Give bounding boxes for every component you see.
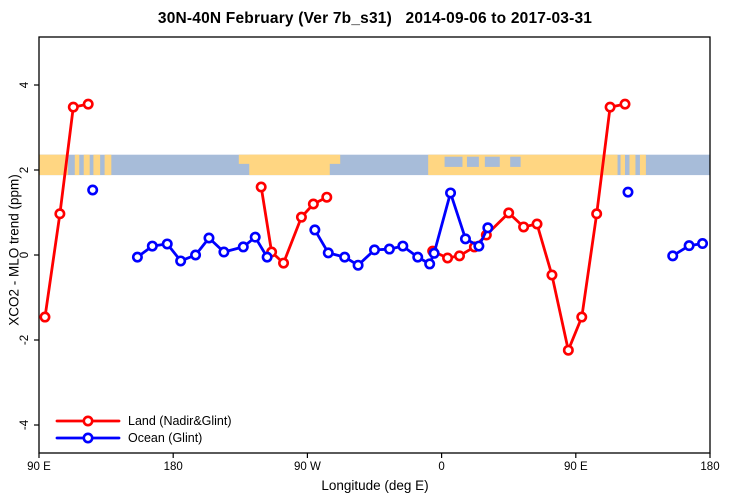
land-data-point-marker xyxy=(321,191,333,203)
x-tick-label: 90 E xyxy=(27,461,51,473)
legend-marker-sample xyxy=(82,415,94,427)
land-series-line xyxy=(43,102,90,319)
land-data-point-marker xyxy=(39,311,51,323)
x-axis-title: Longitude (deg E) xyxy=(321,478,429,493)
land-data-point-marker xyxy=(54,208,66,220)
map-band-land-segment xyxy=(104,154,112,176)
ocean-data-point-marker xyxy=(146,240,158,252)
y-tick-label: 0 xyxy=(19,252,31,258)
map-band-land-segment xyxy=(620,154,626,176)
land-data-point-marker xyxy=(604,101,616,113)
x-tick-label: 90 E xyxy=(564,461,588,473)
x-tick-label: 90 W xyxy=(294,461,321,473)
ocean-data-point-marker xyxy=(175,255,187,267)
ocean-data-point-marker xyxy=(203,232,215,244)
ocean-data-point-marker xyxy=(383,243,395,255)
ocean-data-point-marker xyxy=(161,238,173,250)
land-data-point-marker xyxy=(531,218,543,230)
land-data-point-marker xyxy=(82,98,94,110)
ocean-data-point-marker xyxy=(368,244,380,256)
ocean-data-point-marker xyxy=(412,251,424,263)
map-band-land-segment xyxy=(93,154,101,176)
legend-label-land: Land (Nadir&Glint) xyxy=(128,414,232,428)
map-band-land-segment xyxy=(639,154,646,176)
land-data-point-marker xyxy=(453,250,465,262)
map-band-land-segment xyxy=(629,154,636,176)
ocean-data-point-marker xyxy=(473,240,485,252)
map-band-sea-patch xyxy=(510,156,521,167)
x-tick-label: 180 xyxy=(164,461,183,473)
y-tick-label: 2 xyxy=(19,167,31,173)
map-band-sea-patch xyxy=(444,156,463,167)
ocean-data-point-marker xyxy=(87,184,99,196)
map-band-sea-patch xyxy=(484,156,500,167)
x-tick-label: 0 xyxy=(438,461,444,473)
land-data-point-marker xyxy=(255,181,267,193)
map-band-land-segment xyxy=(39,154,69,176)
ocean-data-point-marker xyxy=(424,258,436,270)
ocean-data-point-marker xyxy=(459,233,471,245)
ocean-data-point-marker xyxy=(131,251,143,263)
map-band-sea-patch xyxy=(466,156,479,167)
ocean-data-point-marker xyxy=(249,231,261,243)
map-band-land-segment xyxy=(74,154,80,176)
land-data-point-marker xyxy=(278,257,290,269)
map-band-land-segment xyxy=(249,154,330,176)
land-data-point-marker xyxy=(619,98,631,110)
ocean-data-point-marker xyxy=(667,250,679,262)
ocean-data-point-marker xyxy=(339,251,351,263)
land-data-point-marker xyxy=(591,208,603,220)
land-data-point-marker xyxy=(503,207,515,219)
ocean-data-point-marker xyxy=(218,246,230,258)
ocean-data-point-marker xyxy=(482,222,494,234)
ocean-data-point-marker xyxy=(322,247,334,259)
chart-title: 30N-40N February (Ver 7b_s31) 2014-09-06… xyxy=(157,10,593,27)
ocean-data-point-marker xyxy=(261,251,273,263)
land-data-point-marker xyxy=(442,252,454,264)
legend-label-ocean: Ocean (Glint) xyxy=(128,431,203,445)
ocean-data-point-marker xyxy=(352,259,364,271)
ocean-series-line xyxy=(135,235,269,263)
ocean-data-point-marker xyxy=(309,224,321,236)
plot-border xyxy=(38,36,711,454)
ocean-data-point-marker xyxy=(697,238,709,250)
ocean-data-point-marker xyxy=(445,187,457,199)
ocean-data-point-marker xyxy=(190,249,202,261)
land-data-point-marker xyxy=(307,198,319,210)
ocean-data-point-marker xyxy=(428,247,440,259)
land-data-point-marker xyxy=(562,344,574,356)
y-tick-label: 4 xyxy=(19,81,31,88)
ocean-data-point-marker xyxy=(397,240,409,252)
ocean-data-point-marker xyxy=(237,241,249,253)
map-band-land-segment xyxy=(83,154,90,176)
land-data-point-marker xyxy=(67,101,79,113)
y-axis-title: XCO2 - MLO trend (ppm) xyxy=(6,174,22,326)
ocean-data-point-marker xyxy=(622,186,634,198)
land-data-point-marker xyxy=(295,211,307,223)
legend-marker-sample xyxy=(82,432,94,444)
land-data-point-marker xyxy=(576,311,588,323)
land-data-point-marker xyxy=(518,221,530,233)
x-tick-label: 180 xyxy=(700,461,719,473)
y-tick-label: -2 xyxy=(19,335,31,345)
ocean-data-point-marker xyxy=(683,240,695,252)
y-tick-label: -4 xyxy=(19,419,31,430)
land-data-point-marker xyxy=(546,269,558,281)
